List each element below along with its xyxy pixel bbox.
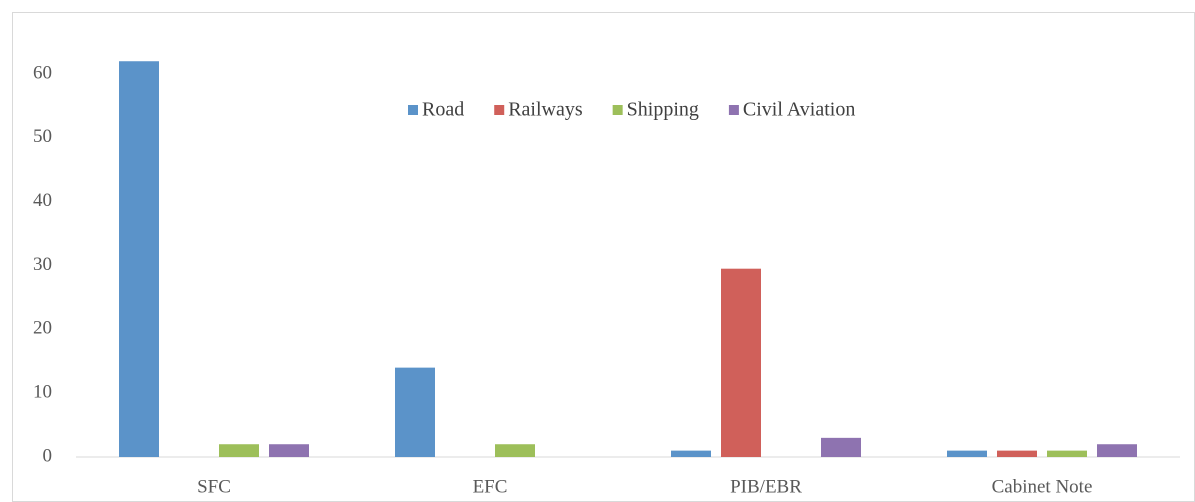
legend-swatch [408,105,418,115]
legend-swatch [728,105,739,115]
y-tick-label: 40 [33,190,52,211]
x-tick-label: SFC [197,476,231,497]
legend-label: Road [422,99,464,121]
legend-label: Railways [508,99,583,121]
legend-swatch [494,105,505,115]
y-tick-label: 60 [33,62,52,83]
y-tick-label: 10 [33,382,52,403]
legend-label: Civil Aviation [743,99,855,121]
chart-frame [12,12,1195,502]
bar [119,61,159,457]
x-tick-label: PIB/EBR [730,476,802,497]
bar [947,450,987,457]
y-tick-label: 30 [33,254,52,275]
bar [821,437,861,457]
bar [269,444,309,457]
x-tick-label: Cabinet Note [992,476,1093,497]
bar [495,444,535,457]
bar [671,450,711,457]
bar [219,444,259,457]
legend-label: Shipping [627,99,699,121]
bar [395,367,435,457]
bar [1047,450,1087,457]
y-tick-label: 0 [43,445,53,466]
legend-swatch [612,105,623,115]
y-tick-label: 20 [33,318,52,339]
x-tick-label: EFC [473,476,508,497]
bar [997,450,1037,457]
bar [721,268,761,457]
y-tick-label: 50 [33,126,52,147]
bar [1097,444,1137,457]
